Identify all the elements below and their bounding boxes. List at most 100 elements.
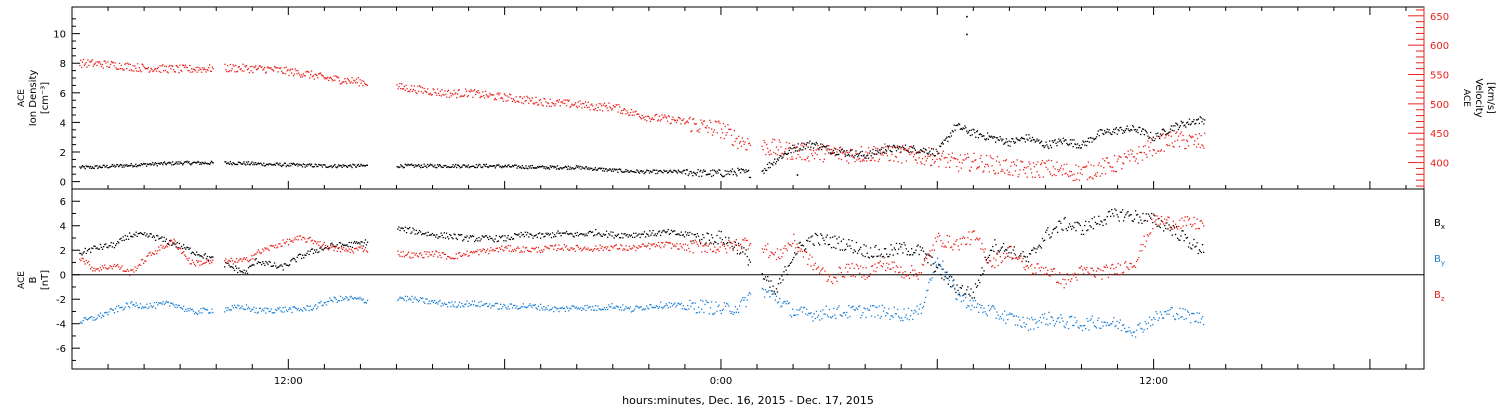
velocity-point bbox=[502, 100, 505, 102]
density-point bbox=[328, 166, 330, 168]
density-outlier bbox=[966, 15, 968, 18]
Bz-point bbox=[512, 250, 515, 252]
density-point bbox=[192, 161, 195, 164]
Bx-point bbox=[741, 246, 743, 248]
By-point bbox=[785, 303, 787, 305]
Bx-point bbox=[1103, 219, 1105, 221]
Bx-point bbox=[472, 235, 475, 238]
Bz-point bbox=[240, 258, 242, 260]
Bx-point bbox=[322, 249, 324, 251]
velocity-point bbox=[730, 128, 732, 130]
density-point bbox=[623, 171, 625, 173]
Bx-point bbox=[821, 234, 823, 236]
density-point bbox=[111, 163, 113, 166]
Bx-point bbox=[861, 253, 863, 255]
density-point bbox=[472, 165, 474, 167]
density-point bbox=[468, 167, 470, 169]
density-point bbox=[867, 157, 870, 159]
density-point bbox=[251, 161, 253, 163]
density-point bbox=[959, 128, 962, 130]
velocity-point bbox=[605, 104, 607, 107]
By-point bbox=[808, 312, 810, 314]
Bx-point bbox=[399, 229, 401, 232]
velocity-point bbox=[998, 161, 1000, 163]
Bx-point bbox=[441, 234, 443, 236]
density-point bbox=[1125, 128, 1127, 130]
Bz-point bbox=[131, 269, 133, 271]
velocity-point bbox=[85, 61, 87, 64]
velocity-point bbox=[520, 102, 523, 104]
density-point bbox=[361, 164, 363, 166]
Bz-point bbox=[425, 253, 427, 255]
density-point bbox=[519, 167, 521, 169]
By-point bbox=[519, 307, 521, 309]
Bz-point bbox=[574, 250, 576, 252]
By-point bbox=[1009, 312, 1011, 314]
By-point bbox=[345, 296, 347, 298]
velocity-point bbox=[127, 62, 129, 64]
By-point bbox=[585, 309, 587, 312]
Bx-point bbox=[1173, 227, 1176, 229]
velocity-point bbox=[1098, 162, 1100, 164]
Bz-point bbox=[193, 263, 196, 265]
Bx-point bbox=[558, 232, 560, 235]
By-point bbox=[943, 274, 945, 276]
density-point bbox=[1164, 130, 1166, 132]
b-tick-label: -6 bbox=[56, 344, 66, 355]
Bx-point bbox=[1042, 240, 1045, 242]
velocity-point bbox=[592, 105, 594, 107]
density-point bbox=[629, 171, 631, 173]
By-point bbox=[1130, 332, 1132, 334]
Bz-point bbox=[254, 253, 256, 255]
Bx-point bbox=[203, 254, 205, 256]
velocity-point bbox=[816, 153, 818, 156]
Bx-point bbox=[463, 238, 465, 241]
Bx-point bbox=[700, 243, 702, 245]
By-point bbox=[1124, 327, 1126, 329]
Bx-point bbox=[578, 233, 581, 236]
density-point bbox=[1194, 123, 1196, 125]
velocity-point bbox=[358, 85, 360, 87]
velocity-point bbox=[275, 67, 277, 69]
By-point bbox=[1168, 313, 1170, 315]
Bz-point bbox=[430, 254, 432, 256]
By-point bbox=[952, 280, 954, 282]
velocity-point bbox=[725, 134, 727, 136]
Bz-point bbox=[471, 252, 474, 254]
Bx-point bbox=[918, 253, 920, 256]
By-point bbox=[1188, 314, 1191, 316]
density-point bbox=[83, 166, 85, 168]
Bz-point bbox=[317, 241, 319, 243]
velocity-point bbox=[327, 76, 329, 78]
velocity-point bbox=[1035, 163, 1037, 166]
density-point bbox=[1067, 144, 1069, 146]
By-point bbox=[400, 297, 402, 299]
density-point bbox=[666, 170, 668, 172]
Bx-point bbox=[885, 248, 887, 250]
Bx-point bbox=[121, 239, 123, 242]
By-point bbox=[598, 308, 600, 310]
velocity-point bbox=[331, 79, 333, 81]
velocity-point bbox=[421, 87, 423, 89]
velocity-point bbox=[783, 154, 785, 156]
density-point bbox=[702, 171, 704, 173]
velocity-point bbox=[542, 105, 544, 107]
Bz-point bbox=[201, 263, 203, 266]
Bz-point bbox=[414, 254, 416, 256]
velocity-point bbox=[1027, 166, 1029, 168]
velocity-point bbox=[359, 79, 361, 81]
density-point bbox=[1071, 139, 1073, 141]
By-point bbox=[595, 305, 597, 307]
By-point bbox=[500, 303, 502, 305]
Bx-point bbox=[573, 236, 575, 238]
By-point bbox=[511, 307, 514, 309]
By-point bbox=[881, 304, 884, 306]
velocity-point bbox=[1155, 152, 1157, 154]
velocity-point bbox=[315, 74, 317, 76]
density-point bbox=[916, 151, 918, 154]
Bx-point bbox=[507, 235, 509, 237]
density-point bbox=[1018, 139, 1020, 141]
By-point bbox=[154, 307, 157, 309]
velocity-point bbox=[413, 85, 415, 87]
velocity-point bbox=[828, 145, 830, 147]
